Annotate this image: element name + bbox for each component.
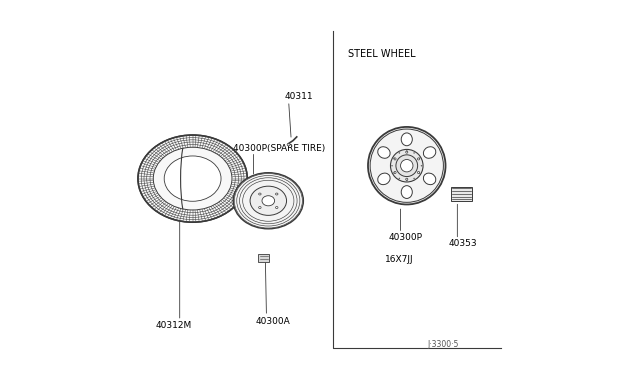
Ellipse shape (424, 147, 436, 158)
Ellipse shape (424, 173, 436, 185)
Ellipse shape (406, 151, 408, 153)
Ellipse shape (394, 171, 396, 174)
Ellipse shape (401, 160, 413, 172)
Ellipse shape (401, 133, 412, 146)
Ellipse shape (399, 178, 400, 179)
Ellipse shape (417, 171, 420, 174)
Text: 40353: 40353 (449, 239, 477, 248)
Text: 40300P: 40300P (388, 232, 422, 241)
Ellipse shape (370, 129, 444, 202)
Ellipse shape (421, 165, 422, 166)
Ellipse shape (287, 143, 290, 146)
Ellipse shape (378, 173, 390, 185)
Text: 40311: 40311 (285, 92, 314, 101)
Bar (451, 187, 472, 201)
Ellipse shape (394, 158, 396, 160)
Ellipse shape (401, 186, 412, 198)
Ellipse shape (378, 147, 390, 158)
Ellipse shape (153, 147, 232, 210)
Ellipse shape (417, 158, 420, 160)
Text: J·3300·5: J·3300·5 (427, 340, 458, 349)
Ellipse shape (259, 193, 261, 195)
Text: STEEL WHEEL: STEEL WHEEL (348, 49, 415, 60)
Text: 16X7JJ: 16X7JJ (385, 255, 413, 264)
Ellipse shape (390, 150, 423, 182)
Ellipse shape (396, 155, 418, 177)
Ellipse shape (250, 186, 287, 215)
Ellipse shape (275, 193, 278, 195)
Ellipse shape (406, 180, 407, 181)
Ellipse shape (233, 173, 303, 229)
Ellipse shape (259, 206, 261, 208)
Ellipse shape (262, 196, 275, 206)
Ellipse shape (419, 173, 420, 174)
Ellipse shape (138, 135, 247, 222)
Text: 40312M: 40312M (156, 321, 192, 330)
Ellipse shape (368, 127, 445, 205)
Ellipse shape (419, 158, 420, 159)
Ellipse shape (164, 156, 221, 201)
Ellipse shape (406, 178, 408, 180)
Text: 40300A: 40300A (255, 317, 290, 327)
Ellipse shape (275, 206, 278, 208)
FancyBboxPatch shape (259, 254, 269, 262)
Text: 40300P(SPARE TIRE): 40300P(SPARE TIRE) (233, 144, 326, 153)
Ellipse shape (413, 178, 415, 179)
